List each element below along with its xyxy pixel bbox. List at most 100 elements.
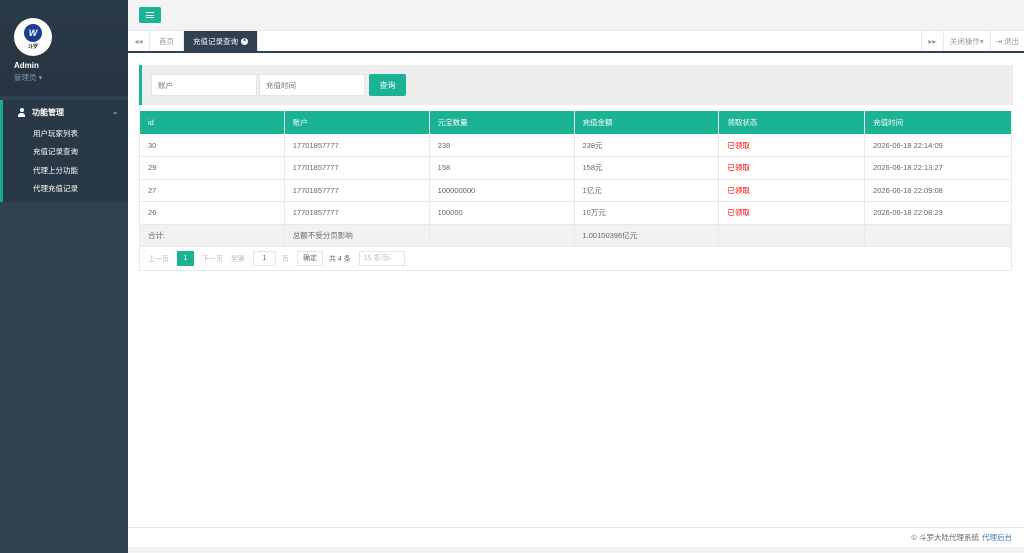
total-note: 总额不受分页影响: [284, 224, 430, 247]
chevron-down-icon: ⌄: [112, 109, 118, 116]
tab-label: 充值记录查询: [193, 36, 238, 46]
total-amount: 1.00100396亿元: [574, 224, 720, 247]
page-size-select[interactable]: 15 条/页 ⌄: [358, 251, 405, 266]
chevron-down-icon: ⌄: [387, 255, 393, 261]
page-unit-label: 页: [282, 255, 289, 263]
hamburger-icon: [146, 12, 154, 18]
logout-label: 退出: [1004, 36, 1019, 46]
footer-copyright: © 斗罗大陆代理系统: [911, 533, 979, 542]
sidebar-item-agent-recharge[interactable]: 代理充值记录: [33, 184, 78, 194]
page-size-value: 15 条/页: [363, 255, 390, 262]
tab-scroll-right-button[interactable]: ▸▸: [920, 31, 943, 51]
avatar[interactable]: W 斗罗: [14, 18, 52, 56]
cell-time: 2026-06-18 22:08:23: [864, 201, 1012, 225]
cell-status: 已领取: [718, 156, 866, 180]
logout-icon: ⇥: [995, 36, 1002, 46]
col-id[interactable]: id: [139, 111, 285, 134]
tab-recharge-records[interactable]: 充值记录查询 ×: [184, 31, 258, 51]
account-input[interactable]: [151, 74, 257, 96]
user-name: Admin: [14, 61, 39, 70]
close-ops-label: 关闭操作: [949, 36, 980, 46]
goto-label: 到第: [231, 255, 245, 263]
goto-confirm-button[interactable]: 确定: [297, 251, 323, 266]
next-page-button[interactable]: 下一页: [202, 255, 223, 263]
menu-toggle-button[interactable]: [139, 7, 161, 23]
menu-group-header[interactable]: 功能管理 ⌄: [3, 100, 128, 124]
total-label: 合计:: [139, 224, 285, 247]
page-number-current[interactable]: 1: [177, 251, 194, 266]
cell-ingot-count: 100000000: [429, 179, 575, 202]
cell-amount: 10万元: [574, 201, 720, 225]
footer-link[interactable]: 代理后台: [982, 533, 1012, 542]
user-icon: [17, 107, 26, 117]
close-operations-dropdown[interactable]: 关闭操作 ▾: [942, 31, 990, 51]
sidebar-item-agent-credit[interactable]: 代理上分功能: [33, 165, 78, 175]
prev-page-button[interactable]: 上一页: [148, 255, 169, 263]
tab-bar: ◂◂ 首页 充值记录查询 × ▸▸ 关闭操作 ▾ ⇥ 退出: [128, 30, 1024, 53]
logo-icon: W: [24, 24, 42, 42]
col-amount[interactable]: 充值金额: [574, 111, 720, 134]
cell-ingot-count: 158: [429, 156, 575, 180]
col-ingot-count[interactable]: 元宝数量: [429, 111, 575, 134]
cell-account: 17701857777: [284, 134, 430, 157]
content-panel: 查询 id 账户 元宝数量 充值金额 领取状态 充值时间 30 17701857…: [128, 53, 1024, 527]
user-role-dropdown[interactable]: 管理员 ▾: [14, 72, 128, 83]
cell-id: 26: [139, 201, 285, 225]
search-box: 查询: [139, 65, 1013, 105]
profile-panel: W 斗罗 Admin 管理员 ▾: [0, 0, 128, 96]
close-icon[interactable]: ×: [241, 37, 248, 45]
topbar: [128, 0, 1024, 30]
cell-status: 已领取: [718, 201, 866, 225]
sidebar-menu: 功能管理 ⌄ 用户玩家列表 充值记录查询 代理上分功能 代理充值记录: [0, 100, 128, 202]
table-total-row: 合计: 总额不受分页影响 1.00100396亿元: [139, 224, 1012, 247]
cell-account: 17701857777: [284, 156, 430, 180]
cell-time: 2026-06-18 22:13:27: [864, 156, 1012, 180]
cell-ingot-count: 238: [429, 134, 575, 157]
caret-down-icon: ▾: [38, 73, 43, 82]
logo-text: 斗罗: [27, 44, 38, 50]
sidebar-item-recharge-records[interactable]: 充值记录查询: [33, 147, 78, 157]
cell-ingot-count: 100000: [429, 201, 575, 225]
table-row: 29 17701857777 158 158元 已领取 2026-06-18 2…: [139, 156, 1012, 180]
tab-right-controls: ▸▸ 关闭操作 ▾ ⇥ 退出: [920, 31, 1024, 51]
cell-status: 已领取: [718, 179, 866, 202]
total-empty: [864, 224, 1012, 247]
caret-down-icon: ▾: [979, 36, 984, 46]
cell-account: 17701857777: [284, 179, 430, 202]
table-row: 27 17701857777 100000000 1亿元 已领取 2026-06…: [139, 179, 1012, 202]
cell-id: 30: [139, 134, 285, 157]
cell-account: 17701857777: [284, 201, 430, 225]
pagination: 上一页 1 下一页 到第 1 页 确定 共 4 条 15 条/页 ⌄: [139, 247, 1012, 271]
tab-scroll-left-button[interactable]: ◂◂: [128, 31, 150, 51]
menu-group-functions: 功能管理 ⌄ 用户玩家列表 充值记录查询 代理上分功能 代理充值记录: [0, 100, 128, 202]
user-role-label: 管理员: [14, 73, 37, 82]
recharge-time-input[interactable]: [259, 74, 365, 96]
cell-amount: 158元: [574, 156, 720, 180]
col-recharge-time[interactable]: 充值时间: [864, 111, 1012, 134]
sidebar: W 斗罗 Admin 管理员 ▾ 功能管理 ⌄ 用户玩家列表 充值记录查询 代理…: [0, 0, 128, 553]
cell-status: 已领取: [718, 134, 866, 157]
table-row: 30 17701857777 238 238元 已领取 2026-06-18 2…: [139, 134, 1012, 157]
menu-group-label: 功能管理: [32, 107, 64, 117]
total-empty: [718, 224, 866, 247]
recharge-table: id 账户 元宝数量 充值金额 领取状态 充值时间 30 17701857777…: [139, 111, 1012, 247]
search-button[interactable]: 查询: [369, 74, 406, 96]
logout-button[interactable]: ⇥ 退出: [989, 31, 1024, 51]
col-claim-status[interactable]: 领取状态: [718, 111, 866, 134]
table-row: 26 17701857777 100000 10万元 已领取 2026-06-1…: [139, 201, 1012, 225]
cell-amount: 238元: [574, 134, 720, 157]
sidebar-item-player-list[interactable]: 用户玩家列表: [33, 128, 78, 138]
cell-amount: 1亿元: [574, 179, 720, 202]
table-header-row: id 账户 元宝数量 充值金额 领取状态 充值时间: [139, 111, 1012, 134]
footer: © 斗罗大陆代理系统 代理后台: [128, 527, 1024, 547]
tab-home[interactable]: 首页: [150, 31, 184, 51]
double-right-icon: ▸▸: [928, 36, 937, 46]
main-area: ◂◂ 首页 充值记录查询 × ▸▸ 关闭操作▾ ⇥ 退出 查询 id 账户 元宝…: [128, 0, 1024, 553]
cell-time: 2026-06-18 22:14:09: [864, 134, 1012, 157]
cell-id: 29: [139, 156, 285, 180]
col-account[interactable]: 账户: [284, 111, 430, 134]
goto-page-input[interactable]: 1: [253, 251, 276, 266]
double-left-icon: ◂◂: [134, 36, 143, 46]
cell-id: 27: [139, 179, 285, 202]
total-empty: [429, 224, 575, 247]
